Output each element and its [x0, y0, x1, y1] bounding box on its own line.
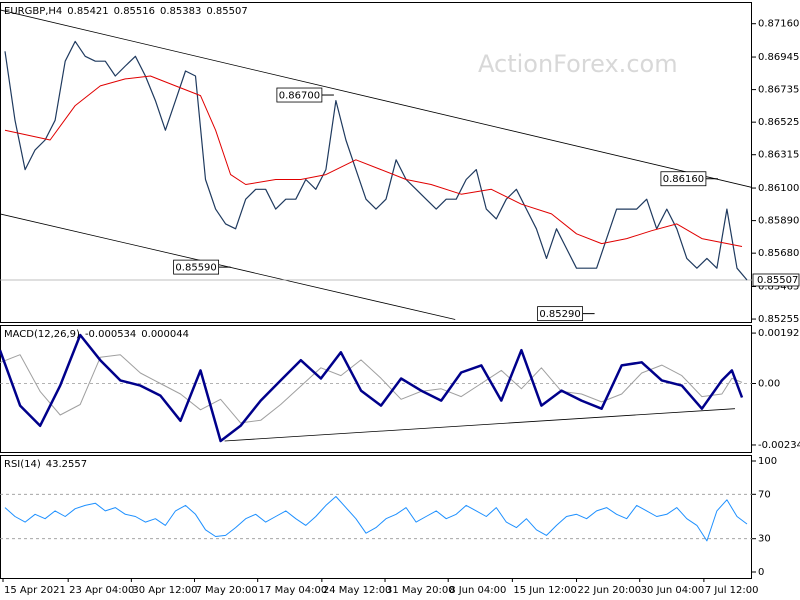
header-value: 43.2557 — [46, 459, 87, 470]
y-tick-label: 0 — [758, 567, 764, 578]
panel-header: EURGBP,H4 0.85421 0.85516 0.85383 0.85507 — [4, 6, 248, 17]
y-tick-label: 0.86100 — [758, 183, 799, 194]
y-tick-label: -0.002342 — [758, 440, 800, 451]
series-line — [0, 354, 743, 424]
y-tick-label: 0.86525 — [758, 117, 799, 128]
panel-header: RSI(14) 43.2557 — [4, 459, 87, 470]
x-tick-label: 30 Apr 12:00 — [132, 585, 197, 596]
y-tick-label: 0.00 — [758, 379, 780, 390]
x-tick-label: 8 Jun 04:00 — [449, 585, 506, 596]
price-label-box — [173, 259, 220, 275]
trendline — [224, 408, 735, 442]
y-tick-label: 0.001922 — [758, 328, 800, 339]
y-tick-label: 0.85890 — [758, 216, 799, 227]
header-value: 0.85516 — [114, 6, 155, 17]
x-tick-label: 24 May 12:00 — [323, 585, 392, 596]
panel-header: MACD(12,26,9) -0.000534 0.000044 — [4, 329, 189, 340]
x-tick-label: 7 Jul 12:00 — [705, 585, 759, 596]
panel-frame — [0, 2, 752, 323]
y-tick-label: 0.86735 — [758, 85, 799, 96]
series-line — [4, 40, 748, 281]
price-label: 0.86700 — [279, 91, 320, 102]
y-tick-label: 100 — [758, 456, 777, 467]
y-tick-label: 0.87160 — [758, 19, 799, 30]
indicator-title: RSI(14) — [4, 459, 41, 470]
header-value: 0.85383 — [160, 6, 201, 17]
price-label: 0.85290 — [539, 309, 580, 320]
panel-0: ActionForex.com 0.87160 0.86945 0.86735 0.86… — [0, 6, 800, 325]
panel-2: 0 30 70 100 RSI(14) 43.2557 15 Apr 2021 23 Apr … — [0, 456, 777, 596]
x-tick-label: 15 Jun 12:00 — [513, 585, 577, 596]
x-tick-label: 7 May 20:00 — [196, 585, 258, 596]
indicator-title: EURGBP,H4 — [4, 6, 62, 17]
panel-frame — [0, 325, 752, 453]
price-label-box — [537, 306, 583, 322]
header-value: 0.85507 — [206, 6, 247, 17]
header-value: 0.85421 — [67, 6, 108, 17]
x-tick-label: 31 May 20:00 — [386, 585, 455, 596]
last-price-label: 0.85507 — [757, 275, 798, 286]
series-line — [0, 333, 744, 443]
price-label-box — [276, 87, 323, 103]
indicator-title: MACD(12,26,9) — [4, 329, 80, 340]
x-tick-label: 17 May 04:00 — [259, 585, 328, 596]
x-tick-label: 15 Apr 2021 — [4, 585, 66, 596]
panel-frame — [0, 455, 752, 579]
y-tick-label: 0.85255 — [758, 314, 799, 325]
x-tick-label: 23 Apr 04:00 — [69, 585, 134, 596]
y-tick-label: 0.86315 — [758, 150, 799, 161]
header-value: 0.000044 — [141, 329, 189, 340]
x-tick-label: 22 Jun 20:00 — [578, 585, 642, 596]
price-label: 0.85590 — [175, 263, 216, 274]
price-label-box — [660, 171, 707, 187]
panel-1: 0.001922 0.00 -0.002342 MACD(12,26,9) -0.000… — [0, 328, 800, 451]
trendline — [0, 9, 753, 188]
watermark: ActionForex.com — [478, 50, 678, 78]
price-label: 0.86160 — [663, 174, 704, 185]
series-line — [4, 75, 743, 247]
header-value: -0.000534 — [85, 329, 136, 340]
y-tick-label: 30 — [758, 534, 771, 545]
y-tick-label: 70 — [758, 489, 771, 500]
y-tick-label: 0.85465 — [758, 281, 799, 292]
x-tick-label: 30 Jun 04:00 — [641, 585, 705, 596]
last-price-box — [752, 273, 800, 287]
series-line — [4, 496, 748, 542]
y-tick-label: 0.86945 — [758, 52, 799, 63]
y-tick-label: 0.85680 — [758, 248, 799, 259]
